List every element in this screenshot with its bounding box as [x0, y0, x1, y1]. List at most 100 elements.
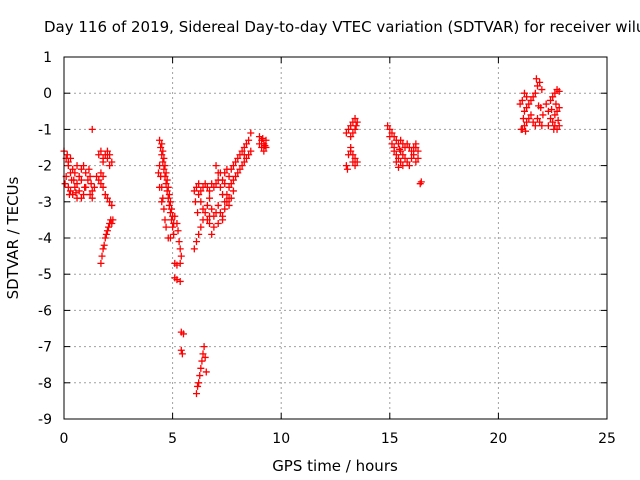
data-point [396, 145, 404, 153]
data-point [67, 154, 75, 162]
data-point [195, 180, 203, 188]
y-tick-label: -7 [38, 340, 52, 356]
data-point [90, 183, 98, 191]
data-point [232, 158, 240, 166]
data-point [192, 390, 200, 398]
data-point [405, 162, 413, 170]
data-point [394, 154, 402, 162]
data-point [198, 357, 206, 365]
data-point [549, 118, 557, 126]
data-point [397, 136, 405, 144]
y-axis-label: SDTVAR / TECUs [4, 176, 22, 299]
data-point [518, 96, 526, 104]
data-point [531, 122, 539, 130]
data-point [240, 144, 248, 151]
data-point [203, 183, 211, 191]
data-point [71, 169, 79, 177]
data-point [154, 169, 162, 177]
data-point [386, 125, 394, 133]
data-point [160, 165, 168, 173]
data-point [82, 169, 90, 177]
y-tick-label: -1 [38, 122, 52, 138]
data-point [547, 115, 555, 123]
data-point [165, 201, 173, 209]
data-point [536, 118, 544, 126]
data-point [535, 102, 543, 110]
data-point [342, 129, 350, 137]
y-tick-label: -6 [38, 303, 52, 319]
data-point [345, 151, 353, 159]
data-point [214, 201, 222, 209]
data-point [158, 151, 166, 159]
data-point [351, 162, 359, 170]
data-point [351, 154, 359, 162]
data-point [414, 147, 422, 155]
data-point [108, 201, 116, 209]
x-tick-labels: 0 5 10 15 20 25 [60, 431, 616, 447]
data-point [163, 187, 171, 195]
data-point [234, 169, 242, 177]
data-point [520, 107, 528, 115]
data-point [522, 127, 530, 135]
data-point [86, 191, 94, 199]
x-tick-label: 5 [168, 431, 177, 447]
data-point [100, 241, 108, 249]
data-point [73, 194, 81, 202]
grid-lines [64, 57, 607, 419]
data-point [216, 183, 224, 191]
data-point [520, 89, 528, 97]
data-point [345, 125, 353, 133]
data-point [191, 198, 199, 206]
data-point [552, 100, 560, 108]
data-point [95, 151, 103, 159]
data-point [80, 191, 88, 199]
data-point [529, 93, 537, 101]
data-point [548, 105, 556, 113]
data-point [401, 154, 409, 162]
data-point [97, 259, 105, 267]
data-point [157, 144, 165, 151]
y-tick-label: -2 [38, 159, 52, 175]
data-point [343, 165, 351, 173]
data-point [197, 223, 205, 231]
data-point [544, 122, 552, 130]
data-point [201, 353, 209, 361]
data-point [97, 169, 105, 177]
data-point [236, 165, 244, 173]
data-point [399, 151, 407, 159]
data-point [347, 144, 355, 151]
y-tick-label: 1 [43, 50, 52, 66]
data-point [216, 209, 224, 217]
data-point [81, 183, 89, 191]
data-point [533, 115, 541, 123]
data-point [388, 140, 396, 148]
data-point [174, 227, 182, 235]
data-point [109, 216, 117, 224]
data-point [192, 183, 200, 191]
data-point [242, 140, 250, 148]
y-tick-label: -3 [38, 195, 52, 211]
data-point [349, 129, 357, 137]
data-point [221, 180, 229, 188]
data-point [192, 238, 200, 246]
data-point [171, 212, 179, 220]
data-point [69, 165, 77, 173]
data-point [166, 209, 174, 217]
data-point [351, 115, 359, 123]
data-point [232, 172, 240, 180]
data-point [173, 220, 181, 228]
data-point [523, 104, 531, 112]
data-point [352, 122, 360, 130]
data-point [77, 176, 85, 184]
data-point [201, 180, 209, 188]
data-point [403, 140, 411, 148]
data-point [227, 180, 235, 188]
data-point [547, 96, 555, 104]
data-point [203, 216, 211, 224]
data-point [169, 223, 177, 231]
data-point [206, 220, 214, 228]
data-point [77, 165, 85, 173]
data-point [176, 259, 184, 267]
data-point [99, 245, 107, 253]
data-point [162, 169, 170, 177]
